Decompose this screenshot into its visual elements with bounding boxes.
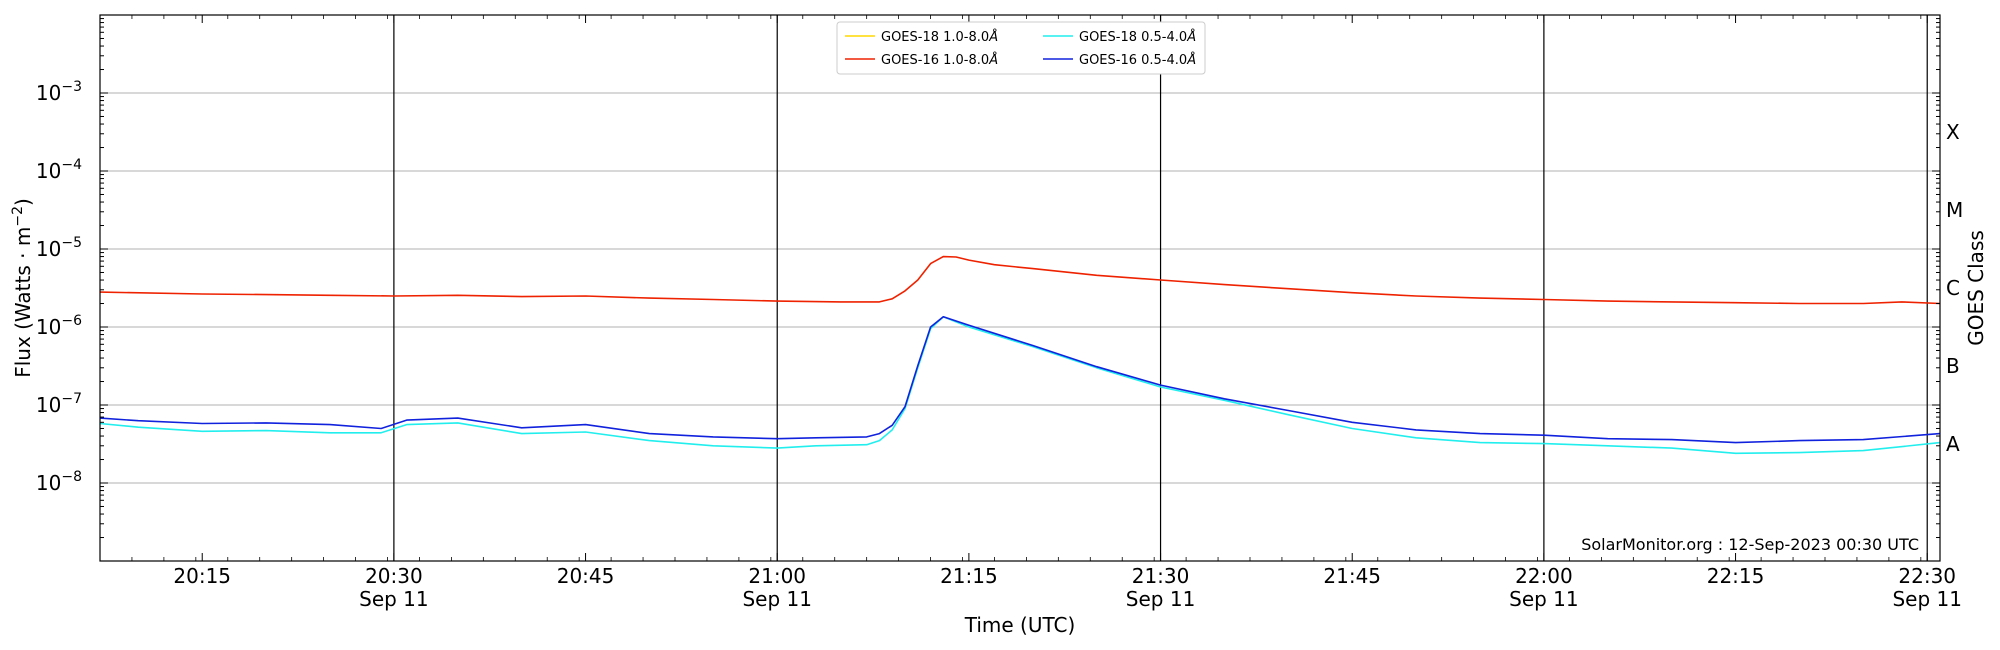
y-tick-base: 10 — [36, 159, 61, 183]
credit-text: SolarMonitor.org : 12-Sep-2023 00:30 UTC — [1581, 535, 1919, 554]
y-axis-label-superscript: −2 — [10, 206, 26, 227]
x-tick-label: 22:15 — [1707, 564, 1765, 588]
goes-class-label: B — [1946, 354, 1960, 378]
y-tick-label: 10−8 — [36, 469, 82, 495]
y-tick-exponent: −8 — [61, 469, 82, 485]
x-tick-date-label: Sep 11 — [359, 587, 429, 611]
series-line-2 — [99, 316, 1941, 455]
y-tick-label: 10−6 — [36, 313, 82, 339]
y-axis-label-close: ) — [11, 198, 35, 206]
x-tick-date-label: Sep 11 — [742, 587, 812, 611]
y-tick-label: 10−5 — [36, 235, 82, 261]
y-tick-base: 10 — [36, 471, 61, 495]
y-tick-base: 10 — [36, 393, 61, 417]
legend-label-unit: Å — [988, 29, 998, 45]
x-axis-label: Time (UTC) — [964, 613, 1076, 637]
y-tick-label: 10−4 — [36, 157, 82, 183]
goes-class-label: M — [1946, 198, 1963, 222]
x-tick-label: 21:00 — [748, 564, 806, 588]
plot-frame — [99, 14, 1941, 562]
y-tick-exponent: −3 — [61, 79, 82, 95]
y-tick-exponent: −6 — [61, 313, 82, 329]
legend-label: GOES-16 1.0-8.0Å — [881, 52, 998, 68]
x-tick-label: 20:45 — [557, 564, 615, 588]
goes-class-label: A — [1946, 432, 1960, 456]
legend-label: GOES-16 0.5-4.0Å — [1079, 52, 1196, 68]
y-tick-labels: 10−810−710−610−510−410−3 — [36, 79, 82, 495]
y-axis-label: Flux (Watts · m−2) — [10, 198, 35, 378]
legend-label-unit: Å — [1186, 29, 1196, 45]
x-tick-label: 21:45 — [1323, 564, 1381, 588]
x-tick-label: 20:15 — [173, 564, 231, 588]
x-tick-date-label: Sep 11 — [1892, 587, 1962, 611]
legend-label-name: GOES-18 0.5-4.0 — [1079, 30, 1187, 45]
legend-label-unit: Å — [988, 52, 998, 68]
series-line-3 — [99, 316, 1941, 444]
legend-box — [836, 21, 1206, 75]
day-marker-lines — [393, 15, 1928, 561]
x-tick-label: 22:00 — [1515, 564, 1573, 588]
goes-class-labels: A B C M X — [1946, 120, 1963, 456]
x-tick-label: 21:30 — [1132, 564, 1190, 588]
x-tick-label: 20:30 — [365, 564, 423, 588]
y-tick-base: 10 — [36, 81, 61, 105]
x-tick-label: 22:30 — [1898, 564, 1956, 588]
legend-label: GOES-18 0.5-4.0Å — [1079, 29, 1196, 45]
legend-label-unit: Å — [1186, 52, 1196, 68]
y-tick-exponent: −4 — [61, 157, 82, 173]
legend-label-name: GOES-18 1.0-8.0 — [881, 30, 989, 45]
series-line-1 — [99, 255, 1941, 305]
x-tick-label: 21:15 — [940, 564, 998, 588]
y-tick-label: 10−3 — [36, 79, 82, 105]
goes-class-label: X — [1946, 120, 1960, 144]
grid-lines — [100, 92, 1940, 484]
x-tick-date-label: Sep 11 — [1509, 587, 1579, 611]
y-tick-exponent: −5 — [61, 235, 82, 251]
legend-label-name: GOES-16 0.5-4.0 — [1079, 53, 1187, 68]
flux-series — [99, 255, 1941, 455]
y-axis-label-main: Flux (Watts · m — [11, 227, 35, 378]
x-tick-date-label: Sep 11 — [1126, 587, 1196, 611]
axis-ticks — [99, 15, 1940, 562]
y-tick-exponent: −7 — [61, 391, 82, 407]
y-tick-label: 10−7 — [36, 391, 82, 417]
y-tick-base: 10 — [36, 237, 61, 261]
y-tick-base: 10 — [36, 315, 61, 339]
legend-label: GOES-18 1.0-8.0Å — [881, 29, 998, 45]
goes-class-label: C — [1946, 276, 1960, 300]
goes-class-axis-label: GOES Class — [1964, 230, 1988, 346]
legend-label-name: GOES-16 1.0-8.0 — [881, 53, 989, 68]
